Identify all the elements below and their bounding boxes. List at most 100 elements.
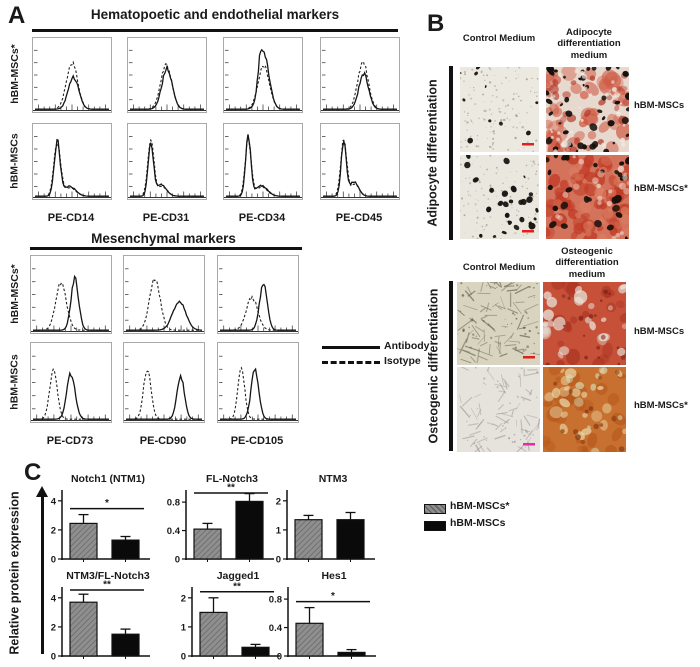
- chart-title: FL-Notch3: [206, 473, 258, 485]
- flow-axis-label-cd14: PE-CD14: [47, 212, 95, 224]
- bar-hBM-MSCs: [337, 651, 366, 657]
- y-tick-label: 0: [277, 652, 282, 663]
- bar-chart: Hes1 0 0.4 0.8 *: [269, 570, 376, 663]
- osteo-side-label-wrap: Osteogenic differentiation: [420, 281, 446, 451]
- flow-histogram-cd31: [127, 123, 207, 200]
- bar-hBM-MSCs*: [295, 622, 324, 657]
- flow-row-label: hBM-MSCs: [9, 353, 22, 410]
- flow-histogram-plot: [128, 49, 206, 111]
- y-tick-label: 2: [181, 593, 186, 604]
- micrograph-texture: [543, 282, 626, 365]
- y-tick-label: 0: [181, 652, 186, 663]
- y-axis-arrow-line: [41, 496, 44, 654]
- antibody-curve: [35, 138, 109, 197]
- mesenchymal-title-rule: [30, 247, 302, 250]
- y-axis-arrow-head: [36, 486, 48, 497]
- bar-chart: Jagged1 0 1 2 **: [181, 570, 280, 663]
- chart-title: Hes1: [321, 570, 346, 582]
- adipo-side-label-wrap: Adipocyte differentiation: [420, 66, 446, 240]
- flow-histogram-cd90-star: [123, 255, 205, 334]
- bar-chart: NTM3/FL-Notch3 0 2 4 **: [51, 570, 150, 663]
- legend-swatch-hbm-mscs-star: [424, 504, 446, 514]
- antibody-curve: [323, 70, 397, 110]
- y-tick-label: 1: [181, 622, 187, 633]
- flow-histogram-plot: [31, 268, 111, 332]
- isotype-curve: [126, 277, 202, 331]
- chart-title: NTM3: [319, 473, 348, 485]
- isotype-curve: [33, 281, 109, 331]
- bar-chart: NTM3 0 1 2: [276, 473, 375, 566]
- panel-b-label: B: [427, 10, 445, 37]
- antibody-curve: [323, 139, 397, 197]
- chart-title: NTM3/FL-Notch3: [66, 570, 150, 582]
- significance-stars: *: [331, 591, 335, 602]
- flow-axis-label-cd34: PE-CD34: [238, 212, 286, 224]
- isotype-curve: [323, 139, 397, 197]
- flow-histogram-cd14: [32, 123, 112, 200]
- isotype-legend-line: [322, 361, 380, 364]
- adipo-row-label-hbm: hBM-MSCs: [634, 100, 685, 111]
- bar-hBM-MSCs*: [294, 519, 323, 560]
- y-tick-label: 0.4: [269, 623, 283, 634]
- micrograph-osteo-control-hbm: [457, 282, 540, 365]
- flow-histogram-plot: [124, 355, 204, 421]
- hematopoietic-section-title: Hematopoetic and endothelial markers: [90, 7, 340, 22]
- micrograph-adipo-diff-hbm: [546, 67, 629, 152]
- flow-histogram-cd34: [223, 123, 303, 200]
- bar-hBM-MSCs*: [69, 522, 98, 560]
- bar-hBM-MSCs: [111, 633, 140, 657]
- isotype-curve: [126, 370, 202, 420]
- antibody-curve: [33, 370, 109, 420]
- flow-histogram-cd73: [30, 342, 112, 423]
- micrograph-adipo-control-hbm: [460, 67, 539, 152]
- scale-bar: [522, 230, 534, 233]
- flow-histogram-cd105: [217, 342, 299, 423]
- antibody-curve: [33, 274, 109, 331]
- flow-histogram-cd73-star: [30, 255, 112, 334]
- flow-histogram-plot: [321, 49, 399, 111]
- adipo-side-label: Adipocyte differentiation: [426, 79, 441, 227]
- flow-histogram-plot: [33, 136, 111, 198]
- flow-axis-label-cd73: PE-CD73: [46, 435, 94, 447]
- bar-hBM-MSCs: [235, 500, 264, 560]
- isotype-curve: [33, 367, 109, 420]
- flow-row-label-wrap: hBM-MSCs*: [4, 37, 26, 111]
- osteo-diff-header: Osteogenic differentiation medium: [555, 246, 619, 280]
- antibody-curve: [130, 64, 204, 110]
- flow-histogram-plot: [218, 355, 298, 421]
- antibody-curve: [35, 74, 109, 110]
- isotype-curve: [220, 366, 296, 420]
- micrograph-osteo-diff-hbm: [543, 282, 626, 365]
- legend-swatch-hbm-mscs: [424, 521, 446, 531]
- flow-row-label-wrap: hBM-MSCs*: [4, 255, 26, 332]
- flow-histogram-cd34-star: [223, 37, 303, 113]
- isotype-curve: [35, 60, 109, 110]
- antibody-curve: [220, 283, 296, 331]
- micrograph-adipo-control-hbm-star: [460, 155, 539, 239]
- micrograph-texture: [543, 367, 626, 452]
- bar-chart: FL-Notch3 0 0.4 0.8 **: [167, 473, 274, 566]
- adipo-control-header: Control Medium: [462, 33, 536, 44]
- adipo-section-bar: [449, 66, 453, 240]
- isotype-curve: [130, 138, 204, 197]
- flow-histogram-cd31-star: [127, 37, 207, 113]
- significance-stars: *: [105, 498, 109, 509]
- flow-row-label-wrap: hBM-MSCs: [4, 123, 26, 198]
- significance-stars: **: [233, 581, 241, 592]
- flow-histogram-cd45: [320, 123, 400, 200]
- legend-label-hbm-mscs-star: hBM-MSCs*: [450, 500, 510, 512]
- panel-c-label: C: [24, 459, 42, 486]
- y-tick-label: 2: [51, 622, 56, 633]
- chart-title: Jagged1: [217, 570, 260, 582]
- micrograph-texture: [460, 67, 539, 152]
- y-tick-label: 1: [276, 525, 282, 536]
- bar-hBM-MSCs: [111, 539, 140, 560]
- flow-axis-label-cd105: PE-CD105: [230, 435, 284, 447]
- antibody-curve: [126, 373, 202, 420]
- flow-histogram-plot: [124, 268, 204, 332]
- isotype-curve: [130, 63, 204, 110]
- micrograph-texture: [457, 367, 540, 452]
- flow-histogram-plot: [224, 48, 302, 111]
- micrograph-adipo-diff-hbm-star: [546, 155, 629, 239]
